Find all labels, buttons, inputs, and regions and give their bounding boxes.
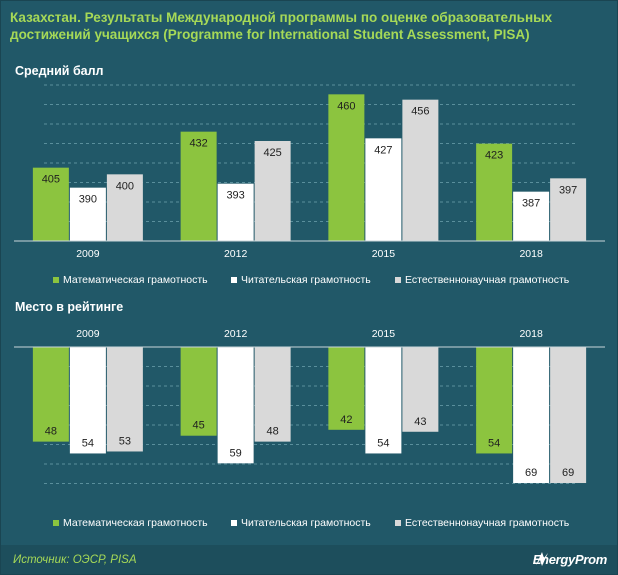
data-label: 42 (340, 414, 352, 426)
bar (254, 347, 291, 442)
bar (217, 347, 254, 464)
bar (32, 347, 69, 442)
bar (254, 141, 291, 241)
data-label: 397 (559, 184, 577, 196)
bar (402, 347, 439, 432)
x-tick-label: 2012 (224, 328, 248, 340)
legend-item: Читательская грамотность (241, 274, 371, 286)
data-label: 456 (411, 106, 429, 118)
x-tick-label: 2012 (224, 248, 248, 260)
bar (550, 178, 587, 241)
bar (328, 94, 365, 241)
x-tick-label: 2009 (76, 248, 100, 260)
data-label: 393 (226, 190, 244, 202)
data-label: 390 (79, 194, 97, 206)
data-label: 423 (485, 150, 503, 162)
bar (106, 174, 143, 241)
data-label: 69 (562, 467, 574, 479)
data-label: 43 (414, 416, 426, 428)
data-label: 387 (522, 198, 540, 210)
bar (217, 183, 254, 241)
bar (513, 191, 550, 241)
legend-item: Математическая грамотность (63, 274, 208, 286)
bar (32, 167, 69, 241)
data-label: 48 (45, 426, 57, 438)
bar (365, 138, 402, 241)
logo-text: EnergyProm (532, 551, 608, 567)
ranking-chart: 48 54 53 2009 45 59 48 2012 42 54 43 2015 54 69 69 2018… (14, 328, 605, 529)
x-tick-label: 2009 (76, 328, 100, 340)
bar (402, 99, 439, 242)
data-label: 460 (337, 100, 355, 112)
bar (69, 347, 106, 454)
data-label: 48 (267, 426, 279, 438)
data-label: 425 (263, 147, 281, 159)
page-title: Казахстан. Результаты Международной прог… (10, 10, 553, 42)
data-label: 405 (42, 174, 60, 186)
bar (476, 347, 513, 454)
bar (476, 143, 513, 241)
bar (550, 347, 587, 484)
score-chart-title: Средний балл (15, 64, 104, 78)
data-label: 53 (119, 435, 131, 447)
legend-swatch (395, 520, 401, 526)
footer (1, 545, 617, 574)
legend-item: Естественнонаучная грамотность (405, 517, 570, 529)
energyprom-logo: EnergyProm (532, 549, 608, 569)
legend-swatch (231, 277, 237, 283)
legend-swatch (231, 520, 237, 526)
rank-chart-title: Место в рейтинге (15, 300, 124, 314)
bar (328, 347, 365, 430)
x-tick-label: 2015 (372, 248, 396, 260)
legend-item: Читательская грамотность (241, 517, 371, 529)
x-tick-label: 2015 (372, 328, 396, 340)
legend-swatch (395, 277, 401, 283)
data-label: 69 (525, 467, 537, 479)
data-label: 432 (189, 138, 207, 150)
source-note: Источник: ОЭСР, PISA (13, 554, 137, 566)
data-label: 427 (374, 144, 392, 156)
legend-item: Естественнонаучная грамотность (405, 274, 570, 286)
bar (69, 187, 106, 241)
bar (180, 347, 217, 436)
bar (180, 131, 217, 241)
legend-item: Математическая грамотность (63, 517, 208, 529)
average-score-chart: 405 390 400 2009 432 393 425 2012 460 427 456 2015 4… (14, 84, 605, 286)
data-label: 54 (377, 437, 389, 449)
legend-swatch (53, 277, 59, 283)
bar (513, 347, 550, 484)
data-label: 54 (82, 437, 94, 449)
data-label: 400 (116, 180, 134, 192)
x-tick-label: 2018 (519, 248, 543, 260)
bar (106, 347, 143, 452)
logo-icon (535, 552, 548, 566)
data-label: 54 (488, 437, 500, 449)
bar (365, 347, 402, 454)
x-tick-label: 2018 (519, 328, 543, 340)
data-label: 45 (193, 420, 205, 432)
legend-swatch (53, 520, 59, 526)
data-label: 59 (230, 447, 242, 459)
